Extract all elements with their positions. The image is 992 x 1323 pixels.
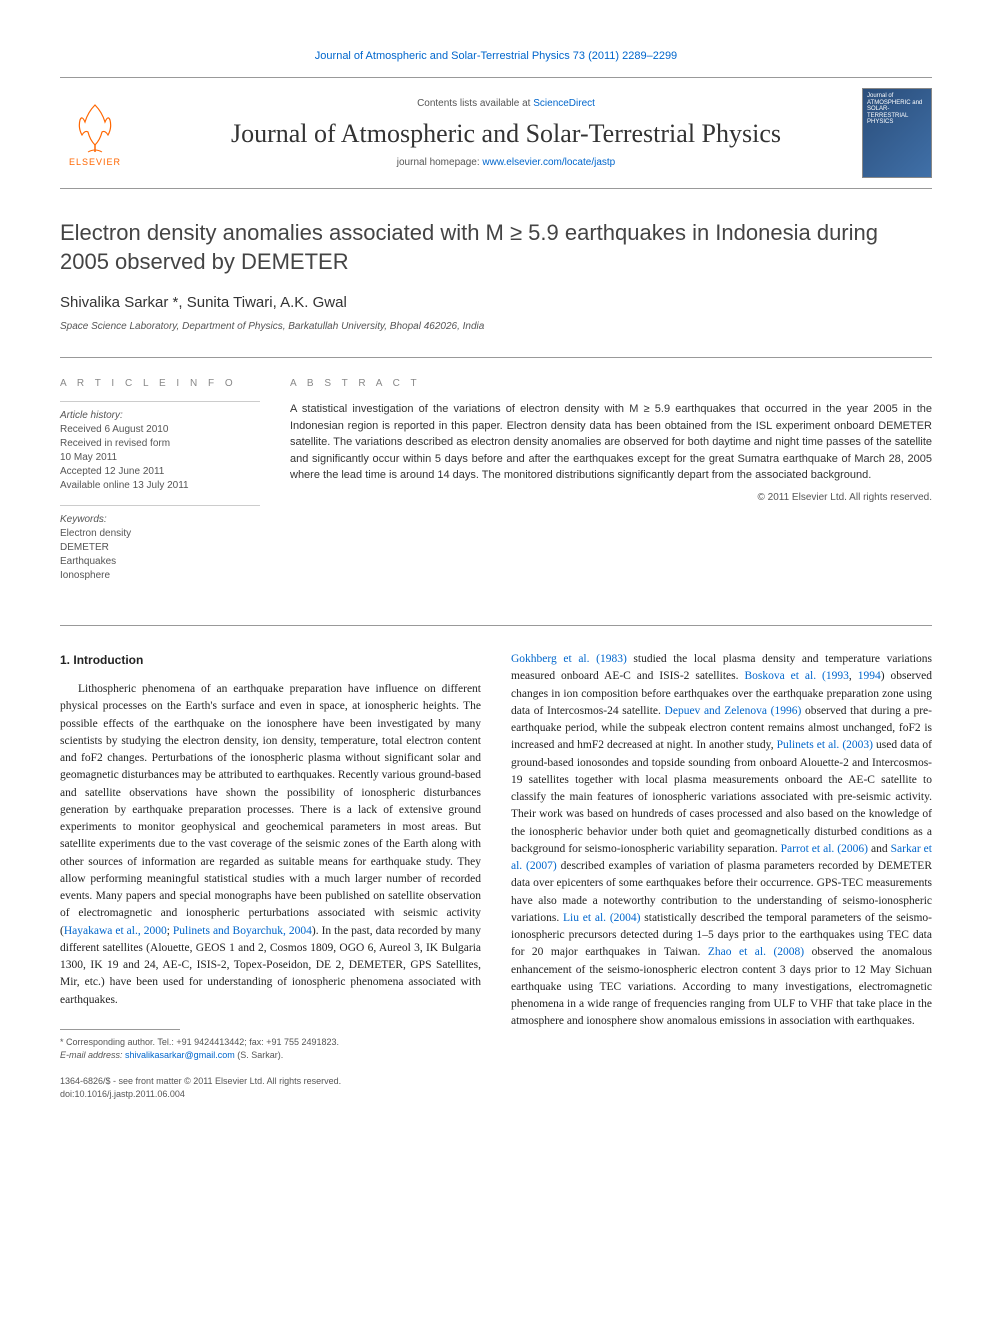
email-suffix: (S. Sarkar).: [235, 1050, 284, 1060]
citation-link[interactable]: 1994: [858, 670, 881, 682]
keywords-label: Keywords:: [60, 514, 260, 525]
journal-title: Journal of Atmospheric and Solar-Terrest…: [150, 119, 862, 149]
article-title: Electron density anomalies associated wi…: [60, 219, 932, 276]
body-columns: 1. Introduction Lithospheric phenomena o…: [60, 651, 932, 1100]
body-col-right: Gokhberg et al. (1983) studied the local…: [511, 651, 932, 1100]
history-block: Article history: Received 6 August 2010 …: [60, 401, 260, 493]
homepage-line: journal homepage: www.elsevier.com/locat…: [150, 157, 862, 168]
section-heading: 1. Introduction: [60, 651, 481, 669]
body-text-2e: used data of ground-based ionosondes and…: [511, 739, 932, 855]
citation-link[interactable]: Pulinets and Boyarchuk, 2004: [173, 925, 312, 937]
publisher-name: ELSEVIER: [69, 157, 121, 167]
affiliation: Space Science Laboratory, Department of …: [60, 321, 932, 332]
homepage-link[interactable]: www.elsevier.com/locate/jastp: [482, 157, 615, 168]
issn-line: 1364-6826/$ - see front matter © 2011 El…: [60, 1075, 481, 1088]
citation-link[interactable]: Gokhberg et al. (1983): [511, 653, 627, 665]
page-container: Journal of Atmospheric and Solar-Terrest…: [0, 0, 992, 1140]
body-text-2b: ,: [849, 670, 858, 682]
masthead: ELSEVIER Contents lists available at Sci…: [60, 77, 932, 189]
citation-link[interactable]: Hayakawa et al., 2000: [64, 925, 167, 937]
intro-paragraph: Lithospheric phenomena of an earthquake …: [60, 681, 481, 1009]
abstract-text: A statistical investigation of the varia…: [290, 401, 932, 484]
article-info-heading: A R T I C L E I N F O: [60, 378, 260, 389]
info-abstract-row: A R T I C L E I N F O Article history: R…: [60, 357, 932, 595]
journal-cover-text: Journal of ATMOSPHERIC and SOLAR-TERREST…: [863, 89, 931, 130]
journal-cover-thumb: Journal of ATMOSPHERIC and SOLAR-TERREST…: [862, 88, 932, 178]
history-text: Received 6 August 2010 Received in revis…: [60, 423, 260, 493]
keywords-text: Electron density DEMETER Earthquakes Ion…: [60, 527, 260, 583]
bottom-meta: 1364-6826/$ - see front matter © 2011 El…: [60, 1075, 481, 1100]
citation-link[interactable]: Depuev and Zelenova (1996): [665, 705, 802, 717]
corresponding-author-note: * Corresponding author. Tel.: +91 942441…: [60, 1036, 481, 1049]
section-number: 1.: [60, 653, 70, 667]
author-email-link[interactable]: shivalikasarkar@gmail.com: [125, 1050, 235, 1060]
top-citation[interactable]: Journal of Atmospheric and Solar-Terrest…: [60, 50, 932, 62]
abstract-col: A B S T R A C T A statistical investigat…: [290, 378, 932, 595]
body-text-2i: observed the anomalous enhancement of th…: [511, 946, 932, 1027]
section-divider: [60, 625, 932, 626]
body-paragraph-right: Gokhberg et al. (1983) studied the local…: [511, 651, 932, 1031]
citation-link[interactable]: Pulinets et al. (2003): [777, 739, 873, 751]
article-info-col: A R T I C L E I N F O Article history: R…: [60, 378, 260, 595]
citation-link[interactable]: Parrot et al. (2006): [781, 843, 868, 855]
section-title: Introduction: [73, 653, 143, 667]
authors-line: Shivalika Sarkar *, Sunita Tiwari, A.K. …: [60, 294, 932, 311]
contents-line: Contents lists available at ScienceDirec…: [150, 98, 862, 109]
body-text-1: Lithospheric phenomena of an earthquake …: [60, 683, 481, 937]
contents-prefix: Contents lists available at: [417, 98, 533, 109]
elsevier-logo: ELSEVIER: [60, 93, 130, 173]
abstract-heading: A B S T R A C T: [290, 378, 932, 389]
citation-link[interactable]: Zhao et al. (2008): [708, 946, 804, 958]
doi-line: doi:10.1016/j.jastp.2011.06.004: [60, 1088, 481, 1101]
sciencedirect-link[interactable]: ScienceDirect: [533, 98, 595, 109]
body-text-2f: and: [868, 843, 891, 855]
homepage-prefix: journal homepage:: [397, 157, 483, 168]
elsevier-tree-icon: [70, 100, 120, 155]
email-label: E-mail address:: [60, 1050, 125, 1060]
history-label: Article history:: [60, 410, 260, 421]
body-col-left: 1. Introduction Lithospheric phenomena o…: [60, 651, 481, 1100]
citation-link[interactable]: Liu et al. (2004): [563, 912, 640, 924]
footnote-rule: [60, 1029, 180, 1030]
abstract-copyright: © 2011 Elsevier Ltd. All rights reserved…: [290, 492, 932, 503]
masthead-center: Contents lists available at ScienceDirec…: [150, 98, 862, 168]
citation-link[interactable]: Boskova et al. (1993: [744, 670, 848, 682]
keywords-block: Keywords: Electron density DEMETER Earth…: [60, 505, 260, 583]
email-line: E-mail address: shivalikasarkar@gmail.co…: [60, 1049, 481, 1062]
